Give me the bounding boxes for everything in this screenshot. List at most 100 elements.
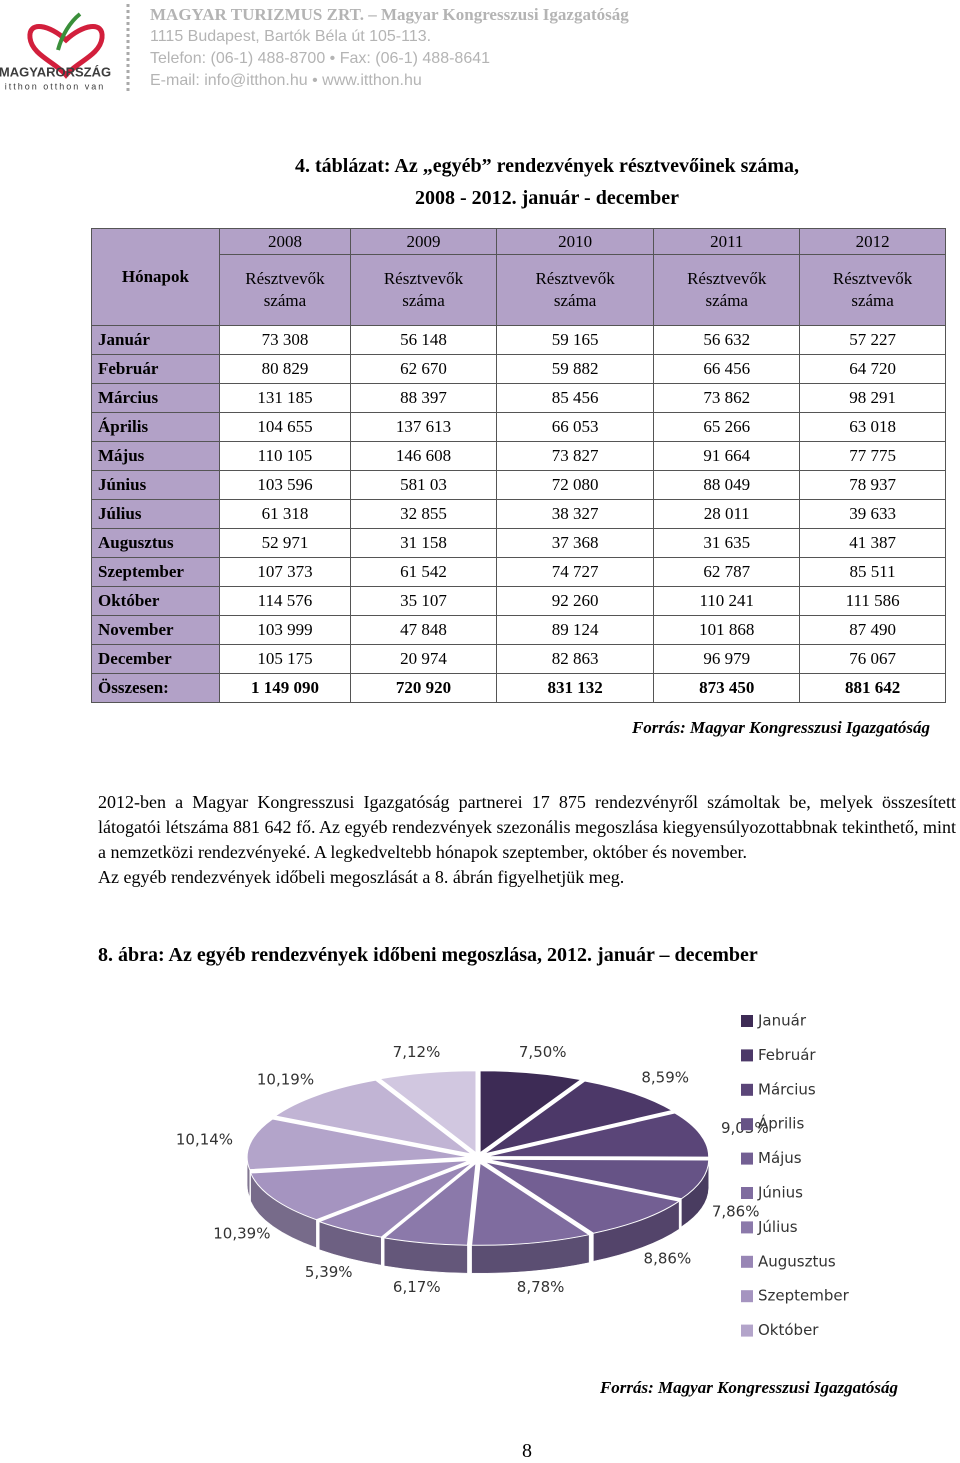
- value-cell: 38 327: [496, 500, 653, 529]
- caption-line: 2008 - 2012. január - december: [0, 182, 960, 214]
- value-cell: 78 937: [800, 471, 946, 500]
- legend-swatch: [741, 1290, 753, 1302]
- figure-source: Forrás: Magyar Kongresszusi Igazgatóság: [400, 1378, 898, 1398]
- value-cell: 146 608: [351, 442, 497, 471]
- table-caption: 4. táblázat: Az „egyéb” rendezvények rés…: [0, 150, 960, 214]
- legend-label: Augusztus: [758, 1252, 836, 1270]
- year-cell: 2012: [800, 229, 946, 255]
- header-line: Telefon: (06-1) 488-8700 • Fax: (06-1) 4…: [150, 48, 629, 70]
- pie-tops: [247, 1071, 709, 1246]
- year-cell: 2008: [219, 229, 350, 255]
- value-cell: 61 318: [219, 500, 350, 529]
- value-cell: 881 642: [800, 674, 946, 703]
- value-cell: 66 053: [496, 413, 653, 442]
- subheader-text: Résztvevők száma: [369, 268, 479, 312]
- paragraph: 2012-ben a Magyar Kongresszusi Igazgatós…: [98, 790, 956, 865]
- value-cell: 63 018: [800, 413, 946, 442]
- value-cell: 110 241: [654, 587, 800, 616]
- paragraph: Az egyéb rendezvények időbeli megoszlásá…: [98, 865, 956, 890]
- value-cell: 74 727: [496, 558, 653, 587]
- legend-label: Április: [758, 1114, 804, 1133]
- value-label: 7,86%: [712, 1203, 760, 1221]
- value-cell: 77 775: [800, 442, 946, 471]
- subheader-text: Résztvevők száma: [672, 268, 782, 312]
- value-cell: 59 882: [496, 355, 653, 384]
- legend-label: Január: [757, 1012, 807, 1030]
- value-cell: 76 067: [800, 645, 946, 674]
- pie-chart: 7,50%8,59%9,03%7,86%8,86%8,78%6,17%5,39%…: [0, 990, 960, 1350]
- header-line: 1115 Budapest, Bartók Béla út 105-113.: [150, 26, 629, 48]
- value-cell: 91 664: [654, 442, 800, 471]
- value-cell: 31 158: [351, 529, 497, 558]
- month-cell: Március: [92, 384, 220, 413]
- value-cell: 137 613: [351, 413, 497, 442]
- legend-swatch: [741, 1325, 753, 1337]
- month-cell: November: [92, 616, 220, 645]
- value-cell: 65 266: [654, 413, 800, 442]
- value-cell: 831 132: [496, 674, 653, 703]
- legend-swatch: [741, 1118, 753, 1130]
- value-cell: 20 974: [351, 645, 497, 674]
- value-cell: 41 387: [800, 529, 946, 558]
- legend-swatch: [741, 1221, 753, 1233]
- month-cell: Augusztus: [92, 529, 220, 558]
- year-cell: 2011: [654, 229, 800, 255]
- legend-swatch: [741, 1153, 753, 1165]
- value-cell: 80 829: [219, 355, 350, 384]
- value-cell: 73 827: [496, 442, 653, 471]
- table-source: Forrás: Magyar Kongresszusi Igazgatóság: [400, 718, 930, 738]
- value-cell: 88 049: [654, 471, 800, 500]
- subheader-cell: Résztvevők száma: [496, 255, 653, 326]
- value-cell: 89 124: [496, 616, 653, 645]
- page-number: 8: [0, 1440, 960, 1463]
- header-row: Résztvevők száma Résztvevők száma Résztvev…: [92, 255, 946, 326]
- value-cell: 873 450: [654, 674, 800, 703]
- value-label: 10,14%: [176, 1131, 233, 1149]
- legend-swatch: [741, 1084, 753, 1096]
- logo-text: MAGYARORSZÁG: [0, 64, 111, 79]
- legend-swatch: [741, 1256, 753, 1268]
- legend-label: Szeptember: [758, 1287, 850, 1305]
- month-cell: December: [92, 645, 220, 674]
- value-cell: 105 175: [219, 645, 350, 674]
- value-label: 8,86%: [644, 1250, 692, 1268]
- value-label: 5,39%: [305, 1263, 353, 1281]
- logo: MAGYARORSZÁG itthon otthon van: [0, 0, 130, 95]
- subheader-cell: Résztvevők száma: [800, 255, 946, 326]
- value-cell: 72 080: [496, 471, 653, 500]
- subheader-text: Résztvevők száma: [230, 268, 340, 312]
- figure-caption: 8. ábra: Az egyéb rendezvények időbeni m…: [98, 944, 758, 967]
- value-label: 6,17%: [393, 1278, 441, 1296]
- month-cell: Január: [92, 326, 220, 355]
- value-cell: 66 456: [654, 355, 800, 384]
- value-label: 10,19%: [257, 1071, 314, 1089]
- value-cell: 57 227: [800, 326, 946, 355]
- value-cell: 85 456: [496, 384, 653, 413]
- value-cell: 56 632: [654, 326, 800, 355]
- value-cell: 110 105: [219, 442, 350, 471]
- value-cell: 114 576: [219, 587, 350, 616]
- month-cell: Összesen:: [92, 674, 220, 703]
- value-cell: 581 03: [351, 471, 497, 500]
- subheader-cell: Résztvevők száma: [351, 255, 497, 326]
- value-cell: 64 720: [800, 355, 946, 384]
- value-label: 10,39%: [213, 1225, 270, 1243]
- value-cell: 87 490: [800, 616, 946, 645]
- text-block: 2012-ben a Magyar Kongresszusi Igazgatós…: [98, 790, 956, 890]
- value-cell: 1 149 090: [219, 674, 350, 703]
- value-cell: 39 633: [800, 500, 946, 529]
- subheader-cell: Résztvevők száma: [219, 255, 350, 326]
- value-cell: 32 855: [351, 500, 497, 529]
- subheader-cell: Résztvevők száma: [654, 255, 800, 326]
- subheader-text: Résztvevők száma: [818, 268, 928, 312]
